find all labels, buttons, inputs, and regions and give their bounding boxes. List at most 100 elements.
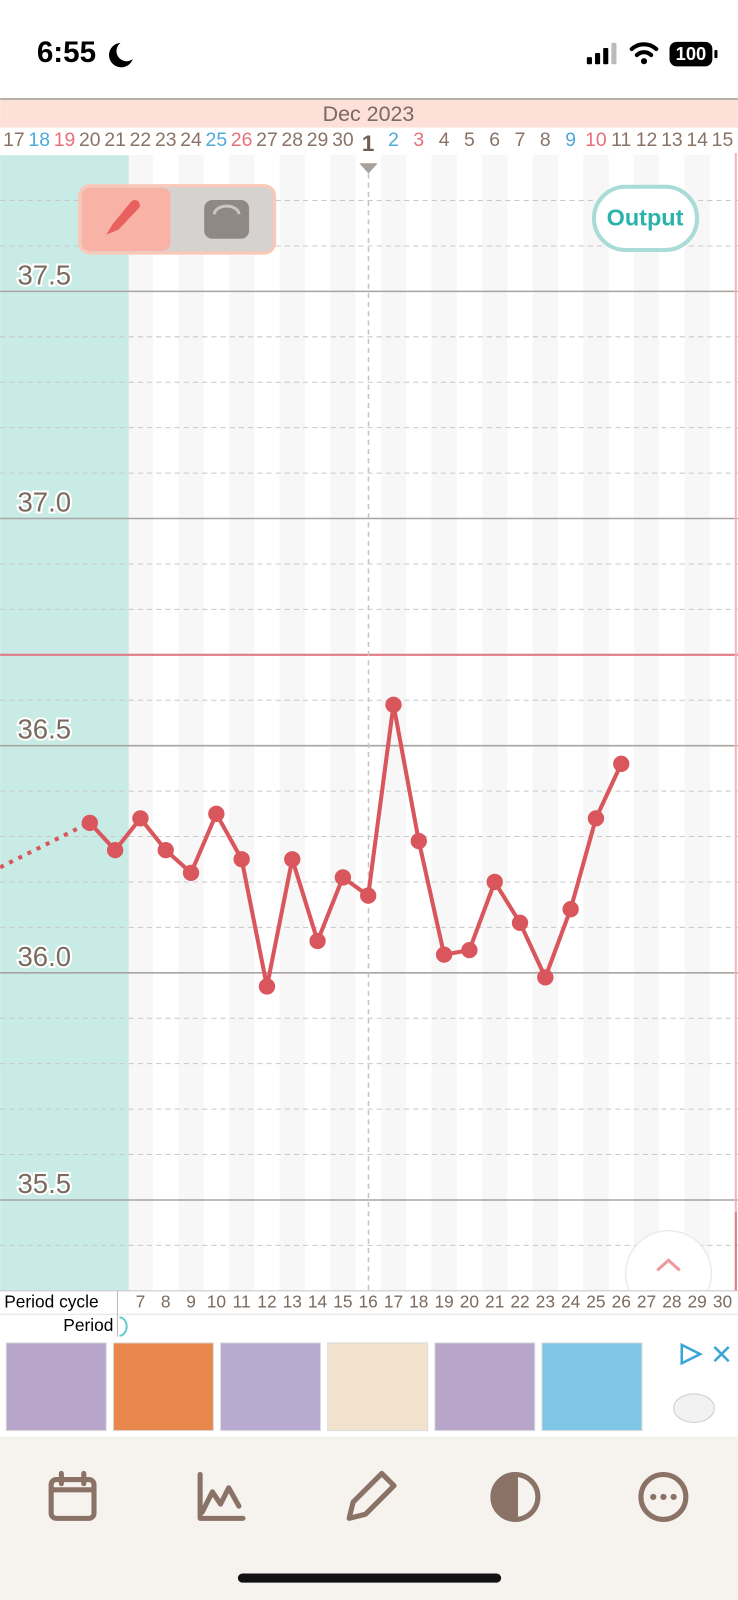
axis-labels: 17 18 19 20 21 22 23 24 25 26 27 28 29 30 1 2 3 4 5 6 7 8 9 10 1… (3, 129, 733, 1201)
cycle-day: 16 (359, 1292, 378, 1312)
column-stripe (380, 155, 407, 1291)
ad-choices-icon[interactable] (680, 1342, 703, 1366)
column-stripe (330, 155, 356, 1291)
cycle-day: 8 (161, 1292, 171, 1312)
column-stripe (127, 155, 154, 1291)
cycle-day: 22 (510, 1292, 529, 1312)
date-label: 22 (130, 129, 152, 151)
y-tick-label: 36.5 (17, 714, 71, 745)
date-label: 9 (565, 129, 576, 151)
tab-bar (0, 1436, 738, 1600)
temperature-point (537, 969, 554, 986)
ad-product[interactable] (434, 1342, 536, 1432)
previous-connector (0, 820, 91, 870)
plot (81, 696, 630, 995)
y-tick-label: 36.0 (17, 941, 71, 972)
mode-toggle[interactable] (78, 184, 277, 255)
date-label: 18 (28, 129, 50, 151)
temperature-point (385, 696, 402, 713)
ad-product[interactable] (327, 1342, 429, 1432)
ad-product[interactable] (541, 1342, 643, 1432)
temperature-line (88, 702, 624, 989)
temperature-point (410, 832, 427, 850)
temperature-point (334, 869, 352, 886)
temperature-point (562, 901, 579, 918)
temperature-point (587, 810, 605, 827)
period-marker (119, 1316, 128, 1337)
cycle-day: 9 (186, 1292, 196, 1312)
chart-tab[interactable] (197, 1471, 246, 1521)
cycle-day: 13 (283, 1292, 302, 1312)
column-stripe (482, 155, 508, 1291)
y-tick-label: 37.5 (17, 259, 71, 290)
ad-product[interactable] (5, 1342, 107, 1432)
date-label: 17 (3, 129, 25, 151)
cycle-day: 11 (233, 1292, 251, 1312)
date-label: 26 (231, 129, 253, 151)
cycle-day: 15 (333, 1292, 352, 1312)
ad-close[interactable] (713, 1346, 730, 1363)
temperature-point (435, 946, 453, 963)
cycle-day: 28 (662, 1292, 681, 1312)
more-tab[interactable] (638, 1471, 689, 1522)
more-icon (638, 1471, 689, 1522)
date-label: 13 (661, 129, 683, 151)
cycle-day: 25 (586, 1292, 605, 1312)
date-label: 6 (489, 129, 500, 151)
date-label: 25 (206, 129, 228, 151)
temperature-point (486, 873, 503, 891)
cycle-day: 21 (485, 1292, 504, 1312)
column-stripe (633, 155, 660, 1291)
calendar-header (48, 1470, 97, 1493)
wifi-dot (640, 58, 648, 65)
temperature-point (106, 841, 124, 859)
date-label: 23 (155, 129, 177, 151)
ad-mascot (673, 1393, 715, 1423)
month-bar (0, 100, 738, 128)
thermometer-icon (106, 200, 140, 235)
y-tick-label: 35.5 (17, 1168, 71, 1199)
cycle-day: 24 (561, 1292, 581, 1312)
cycle-day: 18 (409, 1292, 428, 1312)
date-label: 20 (79, 129, 101, 151)
cycle-day: 10 (207, 1292, 226, 1312)
calendar-tab[interactable] (48, 1470, 97, 1521)
record-tab[interactable] (346, 1470, 397, 1521)
cycle-label: Period cycle (4, 1292, 98, 1312)
temperature-point (233, 851, 250, 868)
date-label: 24 (180, 129, 202, 151)
output-label[interactable]: Output (607, 205, 684, 231)
cycle-day: 19 (434, 1292, 453, 1312)
period-band (0, 155, 129, 1291)
output-button[interactable] (591, 184, 700, 253)
cycle-day: 27 (637, 1292, 656, 1312)
cycle-day: 30 (713, 1292, 732, 1312)
y-tick-label: 37.0 (17, 487, 71, 518)
chevron-up (656, 1258, 681, 1272)
temperature-point (208, 805, 225, 822)
battery-tip (714, 50, 718, 59)
cycle-day: 7 (136, 1292, 146, 1312)
date-label: 7 (515, 129, 526, 151)
cycle-day: 14 (308, 1292, 328, 1312)
ad-product[interactable] (220, 1342, 322, 1432)
cycle-day: 12 (257, 1292, 276, 1312)
month-label: Dec 2023 (323, 102, 415, 126)
date-label: 4 (439, 129, 450, 151)
date-label: 5 (464, 129, 475, 151)
cycle-day: 29 (688, 1292, 707, 1312)
temperature-point (157, 841, 174, 859)
ad-products (5, 1342, 643, 1432)
column-stripe (178, 155, 204, 1291)
date-label: 14 (686, 129, 708, 151)
temperature-point (360, 887, 377, 904)
ad-product[interactable] (112, 1342, 214, 1432)
battery-icon (669, 41, 713, 67)
cycle-tab[interactable] (490, 1471, 541, 1522)
column-stripe (279, 155, 305, 1291)
date-label: 10 (585, 129, 607, 151)
date-label: 11 (611, 129, 631, 151)
column-stripe (583, 155, 609, 1291)
